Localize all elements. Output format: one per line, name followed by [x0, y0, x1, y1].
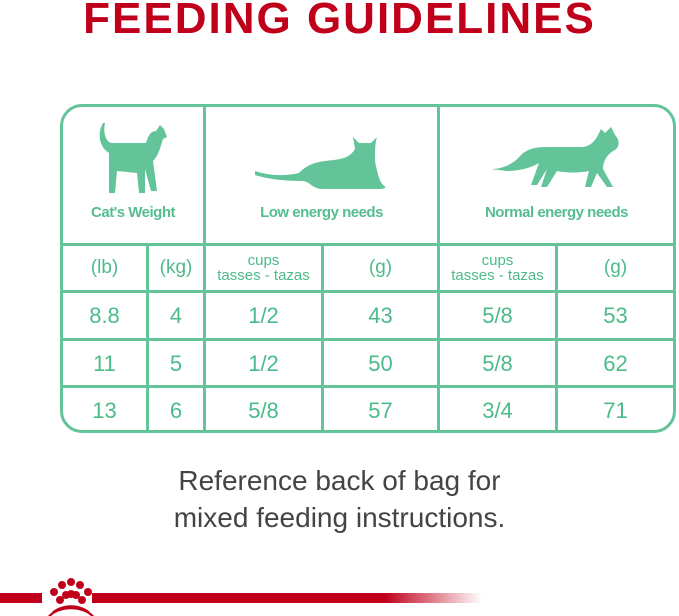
lying-cat-icon — [255, 137, 386, 189]
crown-logo-icon — [48, 578, 94, 616]
table-cell: 5/8 — [482, 350, 513, 376]
note-line-2: mixed feeding instructions. — [173, 502, 506, 533]
header-cats-weight: Cat's Weight — [91, 203, 175, 221]
header-low-energy: Low energy needs — [260, 203, 383, 221]
table-cell: 5/8 — [248, 397, 279, 423]
unit-g-low: (g) — [368, 257, 393, 278]
walking-cat-icon — [491, 127, 619, 187]
header-normal-energy: Normal energy needs — [484, 203, 629, 221]
table-cell: 4 — [169, 302, 183, 328]
table-cell: 5 — [169, 350, 183, 376]
standing-cat-icon — [99, 123, 167, 193]
unit-tasses-label: tasses - tazas — [217, 267, 310, 284]
unit-g-normal: (g) — [603, 257, 628, 278]
brand-footer-bar — [0, 578, 482, 616]
unit-tasses-label: tasses - tazas — [451, 267, 544, 284]
unit-cups-label: cups — [247, 252, 280, 269]
table-cell: 62 — [603, 350, 628, 376]
table-cell: 43 — [368, 302, 393, 328]
unit-kg: (kg) — [159, 257, 193, 278]
note-line-1: Reference back of bag for — [178, 465, 501, 496]
page-title: FEEDING GUIDELINES — [83, 0, 596, 43]
table-cell: 71 — [603, 397, 628, 423]
reference-note: Reference back of bag for mixed feeding … — [0, 462, 679, 536]
feeding-table: Cat's Weight Low energy needs Normal ene… — [60, 104, 676, 433]
unit-lb: (lb) — [90, 257, 119, 278]
table-cell: 50 — [368, 350, 393, 376]
table-cell: 53 — [603, 302, 628, 328]
table-cell: 3/4 — [482, 397, 513, 423]
table-cell: 57 — [368, 397, 393, 423]
table-cell: 11 — [93, 350, 116, 376]
table-cell: 5/8 — [482, 302, 513, 328]
table-cell: 6 — [169, 397, 183, 423]
unit-cups-normal: cups tasses - tazas — [440, 246, 555, 290]
unit-cups-label: cups — [481, 252, 514, 269]
table-cell: 13 — [92, 397, 117, 423]
table-cell: 1/2 — [248, 350, 279, 376]
table-cell: 1/2 — [248, 302, 279, 328]
unit-cups-low: cups tasses - tazas — [206, 246, 321, 290]
table-cell: 8.8 — [89, 302, 120, 328]
